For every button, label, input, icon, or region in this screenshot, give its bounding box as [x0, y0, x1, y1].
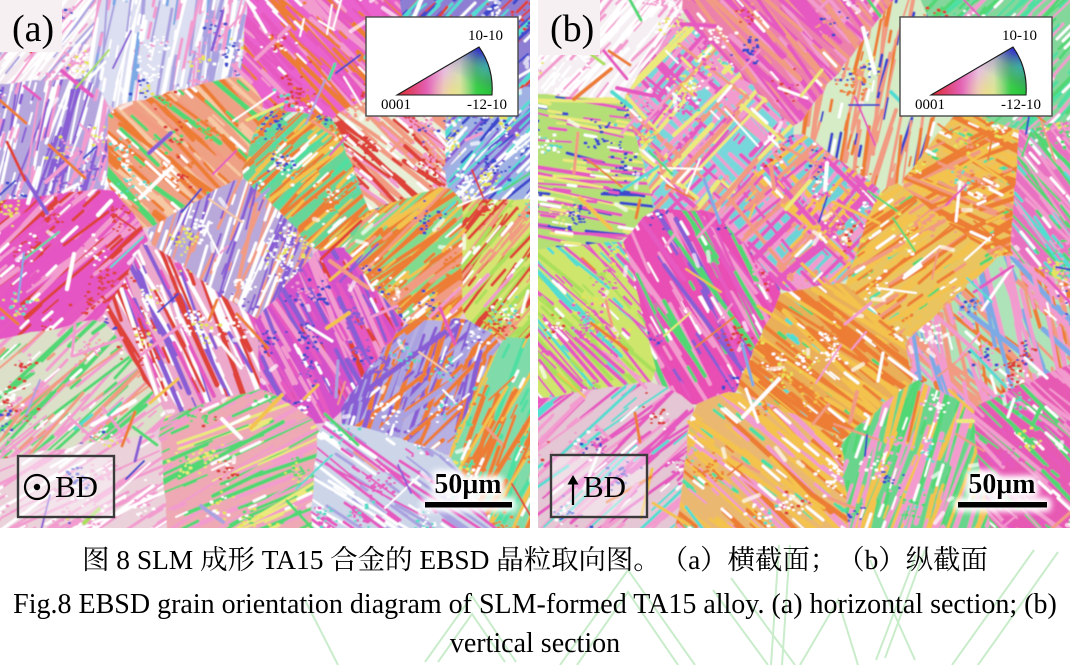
svg-text:TA15: TA15 [262, 545, 324, 575]
svg-text:EBSD: EBSD [419, 545, 489, 575]
svg-text:Fig.8 EBSD grain orientation d: Fig.8 EBSD grain orientation diagram of … [13, 589, 1057, 620]
svg-text:-12-10: -12-10 [1001, 97, 1041, 113]
svg-text:(b): (b) [550, 8, 594, 50]
svg-text:b: b [865, 545, 879, 575]
svg-text:50μm: 50μm [968, 469, 1035, 500]
svg-text:(a): (a) [12, 8, 54, 50]
svg-text:0001: 0001 [915, 97, 945, 113]
svg-text:vertical section: vertical section [450, 628, 620, 659]
svg-text:8 SLM: 8 SLM [116, 545, 193, 575]
svg-text:-12-10: -12-10 [467, 97, 507, 113]
svg-text:BD: BD [583, 469, 626, 504]
svg-text:50μm: 50μm [434, 469, 501, 500]
svg-text:a: a [688, 545, 700, 575]
svg-text:10-10: 10-10 [1002, 28, 1037, 44]
svg-text:BD: BD [55, 469, 98, 504]
svg-text:0001: 0001 [381, 97, 411, 113]
svg-text:10-10: 10-10 [468, 28, 503, 44]
